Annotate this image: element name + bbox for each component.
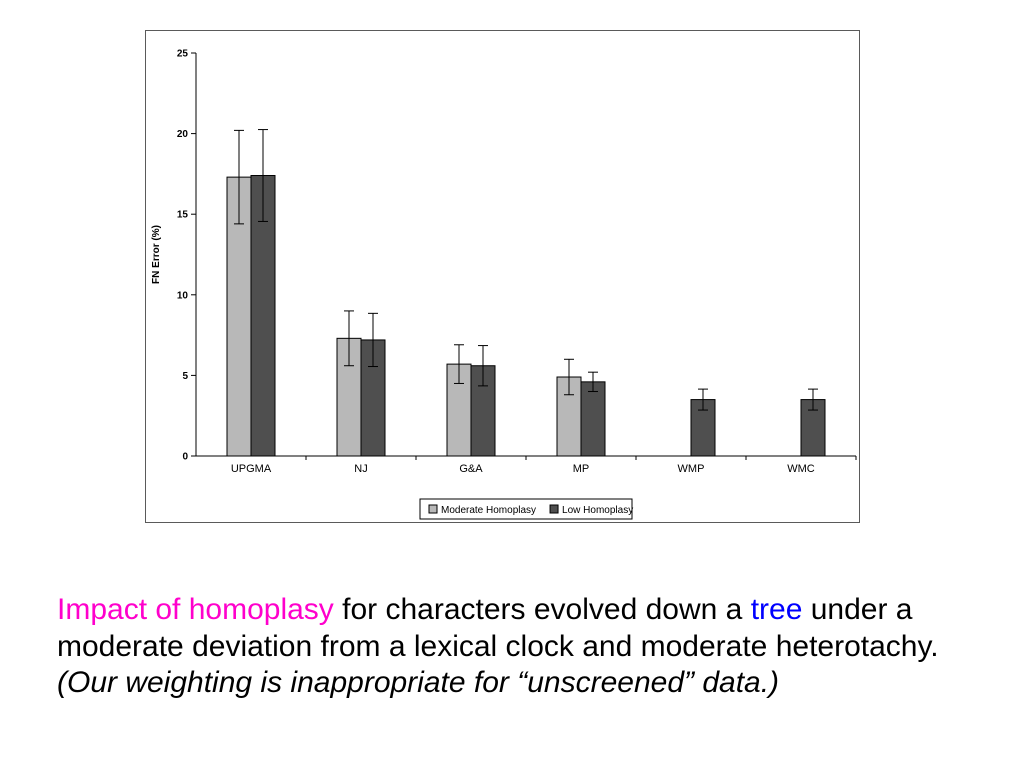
y-axis-label: FN Error (%) bbox=[151, 225, 162, 284]
y-tick-label: 15 bbox=[177, 210, 189, 221]
x-axis-label: NJ bbox=[354, 463, 367, 475]
caption-segment-parenthetical: (Our weighting is inappropriate for “uns… bbox=[57, 629, 956, 700]
legend-label: Low Homoplasy bbox=[562, 505, 633, 516]
y-tick-label: 25 bbox=[177, 49, 189, 60]
caption-segment-tree: tree bbox=[750, 593, 803, 626]
legend-swatch bbox=[428, 504, 438, 514]
bar bbox=[580, 381, 606, 457]
bar-chart-canvas: 0 5 10 15 20 25 FN Error (%) UPGMA NJ G&A MP WMP WMC… bbox=[151, 49, 857, 520]
legend-label: Moderate Homoplasy bbox=[441, 505, 536, 516]
y-tick-label: 20 bbox=[177, 129, 189, 140]
caption-segment-impact: Impact of homoplasy bbox=[57, 593, 334, 626]
x-axis-label: WMP bbox=[678, 463, 705, 475]
caption-segment-body-1: for characters evolved down a bbox=[333, 593, 751, 626]
legend bbox=[419, 498, 633, 520]
y-tick-label: 10 bbox=[177, 290, 189, 301]
y-tick-label: 5 bbox=[182, 371, 188, 382]
x-axis-label: MP bbox=[573, 463, 590, 475]
x-axis-label: WMC bbox=[787, 463, 815, 475]
bar-chart: 0 5 10 15 20 25 FN Error (%) UPGMA NJ G&A MP WMP WMC… bbox=[145, 30, 860, 523]
legend-swatch bbox=[549, 504, 559, 514]
caption: Impact of homoplasy for characters evolv… bbox=[57, 592, 1001, 702]
caption-segment-body-2: under a moderate deviation from a lexica… bbox=[57, 593, 939, 663]
x-axis-label: UPGMA bbox=[231, 463, 272, 475]
y-tick-label: 0 bbox=[182, 452, 188, 463]
x-axis-label: G&A bbox=[459, 463, 483, 475]
